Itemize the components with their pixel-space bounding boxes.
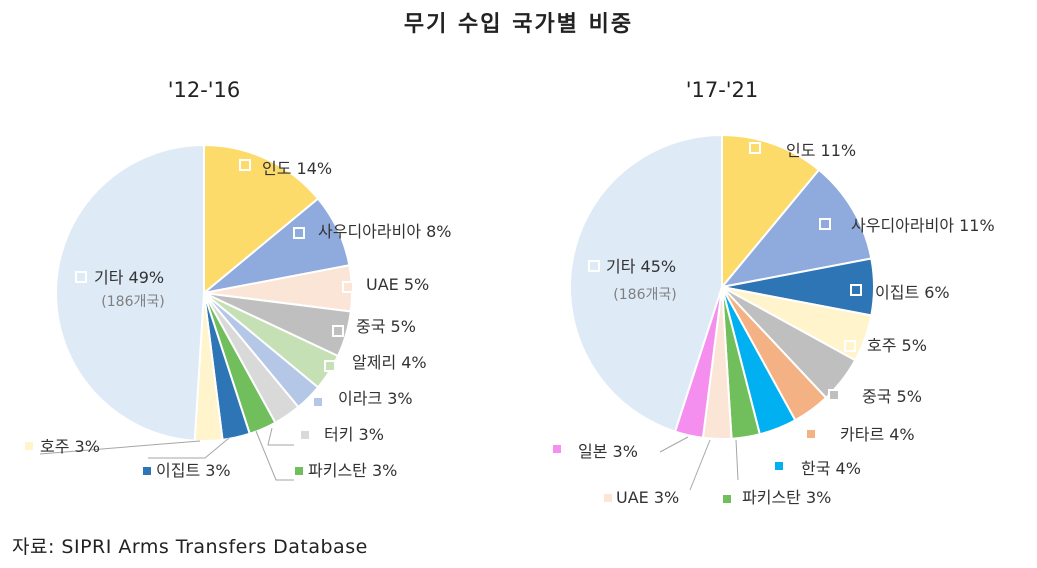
legend-marker (293, 227, 305, 239)
data-label: 기타 45% (606, 257, 676, 276)
data-label: 이집트 6% (875, 283, 950, 302)
legend-marker (551, 443, 563, 455)
data-label: 호주 5% (867, 336, 927, 355)
data-label: 중국 5% (356, 317, 416, 336)
source-note: 자료: SIPRI Arms Transfers Database (12, 536, 368, 558)
data-label: 카타르 4% (840, 425, 915, 444)
data-label: 알제리 4% (352, 353, 427, 372)
data-label: 일본 3% (578, 442, 638, 461)
legend-marker (588, 260, 600, 272)
data-label: 터키 3% (324, 425, 384, 444)
legend-marker (299, 429, 311, 441)
leader-line (689, 439, 711, 491)
legend-marker (342, 281, 354, 293)
leader-line (735, 439, 739, 481)
data-label: 사우디아라비아 8% (318, 222, 452, 241)
legend-marker (332, 325, 344, 337)
legend-marker (141, 465, 153, 477)
data-label: 인도 11% (786, 141, 856, 160)
legend-marker (23, 440, 35, 452)
legend-marker (239, 159, 251, 171)
pie-slice (54, 143, 205, 442)
pie-title-2012-2016: '12-'16 (168, 78, 241, 102)
legend-marker (819, 218, 831, 230)
data-label: 중국 5% (862, 387, 922, 406)
legend-marker (324, 360, 336, 372)
legend-marker (844, 340, 856, 352)
leader-line (659, 436, 689, 453)
data-label: 기타 49% (94, 268, 164, 287)
pie-slice (721, 133, 821, 290)
leader-line (39, 440, 201, 455)
data-label: 이집트 3% (156, 461, 231, 480)
pie-slice (203, 143, 320, 296)
legend-marker (75, 271, 87, 283)
data-label: 한국 4% (801, 459, 861, 478)
legend-marker (312, 396, 324, 408)
legend-marker (293, 465, 305, 477)
legend-marker (828, 389, 840, 401)
legend-marker (602, 492, 614, 504)
main-title: 무기 수입 국가별 비중 (403, 12, 634, 37)
pie-title-2017-2021: '17-'21 (686, 78, 759, 102)
leader-line (148, 437, 230, 459)
pie-slice (569, 133, 723, 433)
legend-marker (850, 284, 862, 296)
leader-line (267, 427, 294, 446)
data-label: 파키스탄 3% (308, 461, 397, 480)
legend-marker (773, 460, 785, 472)
pie-2017-2021: 인도 11% 사우디아라비아 11% 이집트 6% 호주 5% 중국 5% 카타르 4% 한… (551, 133, 995, 507)
leader-line (255, 430, 294, 481)
data-label: UAE 3% (616, 488, 679, 507)
legend-marker (721, 493, 733, 505)
legend-marker (805, 428, 817, 440)
pie-slice (719, 168, 873, 289)
data-label: UAE 5% (366, 275, 429, 294)
data-label: 인도 14% (262, 159, 332, 178)
data-label: 사우디아라비아 11% (851, 216, 995, 235)
data-sublabel: (186개국) (101, 294, 164, 310)
data-sublabel: (186개국) (613, 287, 676, 303)
data-label: 호주 3% (40, 437, 100, 456)
pie-2012-2016: 인도 14% 사우디아라비아 8% UAE 5% 중국 5% 알제리 4% 이라크 3% 터… (23, 143, 452, 481)
legend-marker (749, 142, 761, 154)
data-label: 이라크 3% (338, 389, 413, 408)
data-label: 파키스탄 3% (742, 488, 831, 507)
